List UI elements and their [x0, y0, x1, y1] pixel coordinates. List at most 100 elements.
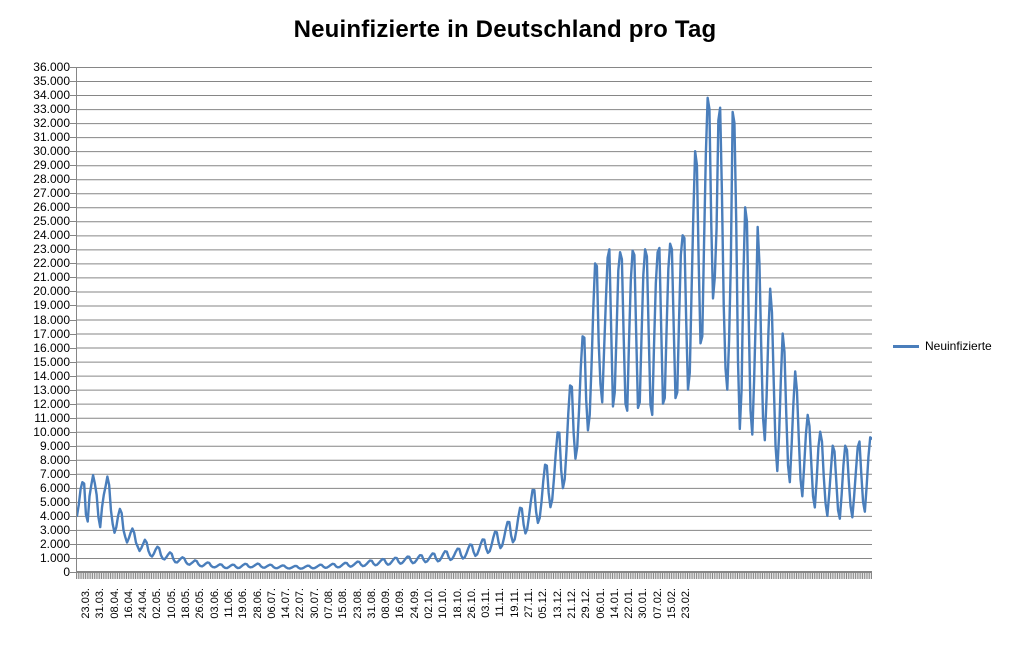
series-neuinfizierte — [77, 96, 872, 570]
y-axis-tick-mark — [70, 445, 76, 447]
y-axis-tick-label: 28.000 — [33, 172, 70, 187]
x-axis-tick-label: 18.05. — [180, 588, 193, 619]
y-axis-tick-label: 18.000 — [33, 312, 70, 327]
y-axis-tick-mark — [70, 221, 76, 223]
y-axis-tick-label: 25.000 — [33, 214, 70, 229]
x-axis-tick-label: 14.07. — [280, 588, 293, 619]
y-axis-tick-label: 33.000 — [33, 102, 70, 117]
x-axis-tick-label: 08.09. — [380, 588, 393, 619]
y-axis-tick-mark — [70, 235, 76, 237]
x-axis-tick-label: 21.12. — [565, 588, 578, 619]
y-axis-tick-mark — [70, 81, 76, 83]
x-axis-tick-label: 03.06. — [208, 588, 221, 619]
x-axis-tick-label: 11.11. — [494, 588, 507, 617]
x-axis-tick-label: 10.10. — [437, 588, 450, 619]
y-axis-tick-label: 23.000 — [33, 242, 70, 257]
y-axis-tick-label: 7.000 — [39, 466, 70, 481]
x-axis-tick-label: 29.12. — [580, 588, 593, 619]
x-axis-tick-label: 06.07. — [265, 588, 278, 619]
y-axis-tick-mark — [70, 277, 76, 279]
y-axis-tick-mark — [70, 263, 76, 265]
x-axis-tick-label: 24.09. — [408, 588, 421, 619]
y-axis-tick-label: 3.000 — [39, 522, 70, 537]
x-axis-tick-label: 02.10. — [423, 588, 435, 619]
x-axis-tick-label: 06.01. — [594, 588, 607, 619]
y-axis-tick-mark — [70, 389, 76, 391]
y-axis-tick-mark — [70, 333, 76, 335]
y-axis-tick-label: 13.000 — [33, 382, 70, 397]
x-axis-tick-label: 13.12. — [551, 588, 564, 619]
y-axis-tick-label: 24.000 — [33, 228, 70, 243]
x-axis-tick-label: 26.10. — [465, 588, 478, 619]
x-axis-tick-label: 26.05. — [194, 588, 207, 619]
x-axis-tick-label: 02.05. — [151, 588, 164, 619]
y-axis-tick-mark — [70, 501, 76, 503]
x-axis-tick-label: 16.09. — [394, 588, 407, 619]
y-axis-tick-label: 31.000 — [33, 130, 70, 145]
x-axis-tick-label: 19.11. — [508, 588, 521, 618]
x-axis-tick-label: 23.03. — [80, 588, 92, 619]
y-axis-tick-label: 32.000 — [33, 116, 70, 131]
y-axis-tick-label: 10.000 — [33, 424, 70, 439]
chart-legend: Neuinfizierte — [893, 336, 992, 356]
y-axis-tick-label: 16.000 — [33, 340, 70, 355]
y-axis-tick-mark — [70, 109, 76, 111]
x-axis-tick-label: 05.12. — [537, 588, 550, 619]
x-axis-tick-label: 28.06. — [251, 588, 264, 619]
x-axis-tick-label: 15.08. — [337, 588, 350, 619]
x-axis-tick-label: 23.08. — [351, 588, 364, 619]
y-axis-tick-mark — [70, 487, 76, 489]
y-axis-tick-mark — [70, 557, 76, 559]
x-axis-tick-label: 03.11. — [480, 588, 493, 618]
y-axis-tick-mark — [70, 515, 76, 517]
x-axis-tick-label: 07.02. — [651, 588, 664, 619]
y-axis-tick-mark — [70, 67, 76, 68]
y-axis-tick-label: 35.000 — [33, 74, 70, 89]
x-axis-tick-label: 24.04. — [137, 588, 150, 619]
x-axis: 23.03. 31.03. 08.04. 16.04. 24.04. 02.05. 10.0… — [76, 572, 872, 644]
y-axis-tick-label: 21.000 — [33, 270, 70, 285]
y-axis-tick-mark — [70, 403, 76, 405]
y-axis-tick-mark — [70, 529, 76, 531]
y-axis-tick-mark — [70, 123, 76, 125]
y-axis-tick-label: 8.000 — [39, 452, 70, 467]
y-axis-tick-label: 29.000 — [33, 158, 70, 173]
y-axis-tick-mark — [70, 137, 76, 139]
x-axis-tick-label: 23.02. — [680, 588, 693, 619]
y-axis-tick-label: 6.000 — [39, 480, 70, 495]
x-axis-tick-label: 14.01. — [608, 588, 621, 619]
y-axis-tick-label: 14.000 — [33, 368, 70, 383]
y-axis-tick-mark — [70, 572, 76, 573]
y-axis-tick-mark — [70, 249, 76, 251]
y-axis-tick-label: 11.000 — [34, 410, 70, 425]
y-axis-tick-label: 36.000 — [33, 60, 70, 74]
x-axis-tick-label: 10.05. — [165, 588, 178, 619]
x-axis-tick-label: 11.06. — [222, 588, 235, 618]
y-axis-tick-mark — [70, 319, 76, 321]
y-axis-tick-label: 30.000 — [33, 144, 70, 159]
y-axis-tick-mark — [70, 459, 76, 461]
y-axis: 36.000 35.000 34.000 33.000 32.000 31.000 30.0… — [0, 61, 76, 578]
x-axis-tick-label: 15.02. — [665, 588, 678, 619]
x-axis-tick-label: 22.07. — [294, 588, 307, 619]
y-axis-tick-mark — [70, 417, 76, 419]
y-axis-tick-mark — [70, 305, 76, 307]
y-axis-tick-mark — [70, 473, 76, 475]
chart-title: Neuinfizierte in Deutschland pro Tag — [293, 16, 717, 43]
x-axis-tick-label: 07.08. — [322, 588, 335, 619]
y-axis-tick-mark — [70, 347, 76, 349]
x-axis-tick-label: 16.04. — [122, 588, 135, 619]
y-axis-tick-label: 15.000 — [33, 354, 70, 369]
plot-area — [76, 67, 872, 572]
x-axis-tick-label: 31.03. — [94, 588, 107, 619]
y-axis-tick-label: 34.000 — [33, 88, 70, 103]
y-axis-tick-mark — [70, 291, 76, 293]
y-axis-tick-label: 26.000 — [33, 200, 70, 215]
x-axis-tick-label: 08.04. — [108, 588, 121, 619]
y-axis-tick-label: 17.000 — [33, 326, 70, 341]
y-axis-tick-label: 12.000 — [33, 396, 70, 411]
x-axis-tick-label: 27.11. — [523, 588, 536, 618]
y-axis-tick-mark — [70, 193, 76, 195]
y-axis-tick-label: 4.000 — [39, 508, 70, 523]
x-axis-ticks — [76, 572, 872, 579]
